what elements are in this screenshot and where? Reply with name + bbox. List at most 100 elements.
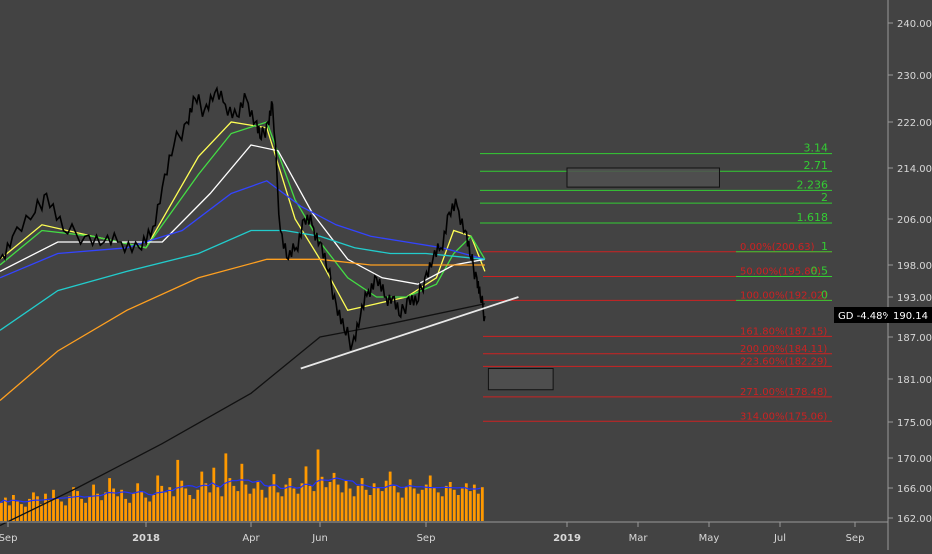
volume-bar	[52, 489, 55, 521]
moving-averages	[0, 121, 486, 527]
last-price-marker: GD -4.48% 190.14	[834, 307, 932, 323]
volume-bar	[224, 453, 228, 521]
moving-average-line	[0, 180, 486, 279]
volume-bar	[172, 496, 176, 521]
volume-bar	[456, 495, 460, 521]
volume-bar	[68, 496, 71, 521]
volume-bar	[72, 487, 75, 521]
volume-bar	[424, 484, 428, 521]
volume-bar	[80, 498, 83, 521]
volume-bar	[256, 480, 260, 521]
volume-bar	[288, 478, 292, 521]
volume-bar	[444, 485, 448, 521]
volume-bar	[304, 466, 308, 521]
time-axis: Sep 2018 Apr Jun Sep 2019 Mar May Jul Sep	[0, 522, 864, 544]
last-price-value: 190.14	[893, 311, 928, 322]
volume-bar	[296, 493, 300, 521]
price-series	[0, 85, 486, 351]
volume-bar	[100, 500, 104, 521]
volume-bar	[320, 476, 324, 521]
volume-bar	[280, 496, 284, 521]
volume-bar	[376, 487, 380, 521]
volume-bar	[232, 485, 236, 521]
volume-bar	[476, 493, 480, 521]
volume-bar	[128, 502, 132, 521]
volume-bar	[372, 483, 376, 521]
volume-bar	[56, 497, 59, 521]
last-price-value-bg	[888, 307, 932, 323]
target-zones	[487, 167, 720, 391]
volume-bar	[276, 492, 280, 521]
fib-retracement-label: 161.80%(187.15)	[740, 326, 827, 337]
price-tick-label: 170.00	[897, 454, 932, 465]
volume-bar	[360, 478, 364, 521]
volume-bar	[136, 483, 140, 521]
time-tick-label: Jun	[311, 533, 328, 544]
volume-bar	[176, 459, 180, 521]
volume-bar	[248, 493, 252, 521]
volume-bar	[412, 488, 416, 521]
volume-bar	[192, 498, 196, 521]
volume-bar	[380, 491, 384, 521]
volume-bar	[228, 478, 232, 521]
volume-bar	[140, 491, 144, 521]
time-tick-label: 2018	[132, 533, 160, 544]
volume-bar	[284, 484, 288, 521]
fib-retracement-label: 200.00%(184.11)	[740, 344, 827, 355]
time-tick-label: 2019	[553, 533, 581, 544]
volume-bar	[356, 485, 360, 521]
volume-bar	[184, 488, 188, 521]
volume-bar	[344, 480, 348, 521]
price-tick-label: 240.00	[897, 19, 932, 30]
volume-bar	[132, 493, 136, 521]
volume-bar	[348, 488, 352, 521]
volume-bar	[196, 489, 200, 521]
volume-bar	[312, 491, 316, 521]
volume-bars	[0, 449, 484, 521]
volume-bar	[400, 497, 404, 521]
time-tick-label: Sep	[846, 533, 865, 544]
volume-bar	[32, 492, 35, 521]
volume-bar	[264, 497, 268, 521]
volume-bar	[420, 489, 424, 521]
volume-bar	[76, 491, 79, 521]
volume-bar	[416, 493, 420, 521]
volume-bar	[468, 491, 472, 521]
volume-bar	[268, 485, 272, 521]
time-tick-label: May	[699, 533, 720, 544]
moving-average-line	[0, 303, 486, 527]
volume-bar	[324, 487, 328, 521]
price-tick-label: 206.00	[897, 215, 932, 226]
fib-extension-label: 0.5	[811, 265, 829, 278]
volume-bar	[300, 483, 304, 521]
target-zone-box	[487, 368, 554, 391]
volume-bar	[116, 496, 120, 521]
fib-extension-label: 2.71	[804, 159, 829, 172]
fib-extension-label: 1.618	[797, 211, 829, 224]
volume-bar	[364, 489, 368, 521]
volume-bar	[260, 489, 264, 521]
moving-average-line	[0, 258, 485, 401]
fib-extension-label: 2	[821, 191, 828, 204]
target-zone-box	[566, 167, 720, 188]
volume-bar	[64, 505, 67, 521]
last-price-label-bg	[834, 307, 888, 323]
volume-bar	[220, 496, 224, 521]
volume-bar	[48, 500, 51, 521]
volume-bar	[440, 496, 444, 521]
volume-bar	[180, 480, 184, 521]
price-tick-label: 230.00	[897, 71, 932, 82]
volume-bar	[328, 482, 332, 521]
volume-bar	[388, 471, 392, 521]
volume-bar	[144, 497, 148, 521]
time-tick-label: Sep	[0, 533, 17, 544]
volume-bar	[40, 504, 43, 521]
volume-bar	[60, 501, 63, 521]
volume-bar	[396, 492, 400, 521]
volume-bar	[28, 498, 31, 521]
volume-bar	[432, 487, 436, 521]
